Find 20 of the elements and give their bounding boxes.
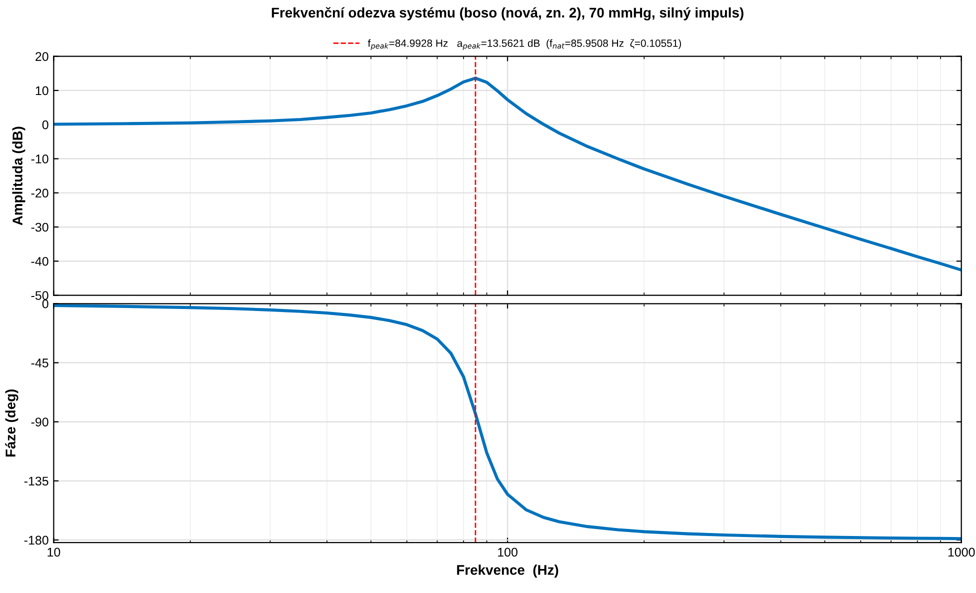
- y-axis-title: Fáze (deg): [5, 389, 18, 457]
- x-tick-label: 100: [498, 548, 518, 557]
- legend-label: f$_{peak}$=84.9928 Hz a$_{peak}$=13.5621 dB (f$_{nat}$=85.9508 Hz ζ=0.10551): [368, 39, 681, 50]
- y-tick-label: 10: [36, 86, 48, 96]
- y-tick-label: -10: [31, 154, 48, 164]
- y-tick-label: -135: [24, 476, 48, 486]
- y-tick-label: 20: [36, 52, 48, 61]
- y-tick-label: 0: [42, 120, 48, 130]
- y-tick-label: 0: [42, 299, 48, 308]
- y-tick-label: -90: [31, 418, 48, 426]
- y-tick-label: -20: [31, 188, 48, 198]
- y-tick-label: -50: [31, 291, 48, 300]
- y-axis-title: Amplituda (dB): [12, 126, 26, 226]
- y-tick-label: -180: [24, 536, 48, 545]
- y-tick-label: -40: [31, 256, 48, 266]
- y-tick-label: -30: [31, 222, 48, 232]
- x-axis-title: Frekvence (Hz): [457, 564, 558, 578]
- chart-title: Frekvenční odezva systému (boso (nová, zn. 2), 70 mmHg, silný impuls): [272, 7, 744, 20]
- x-tick-label: 1000: [948, 548, 975, 557]
- y-tick-label: -45: [31, 358, 48, 368]
